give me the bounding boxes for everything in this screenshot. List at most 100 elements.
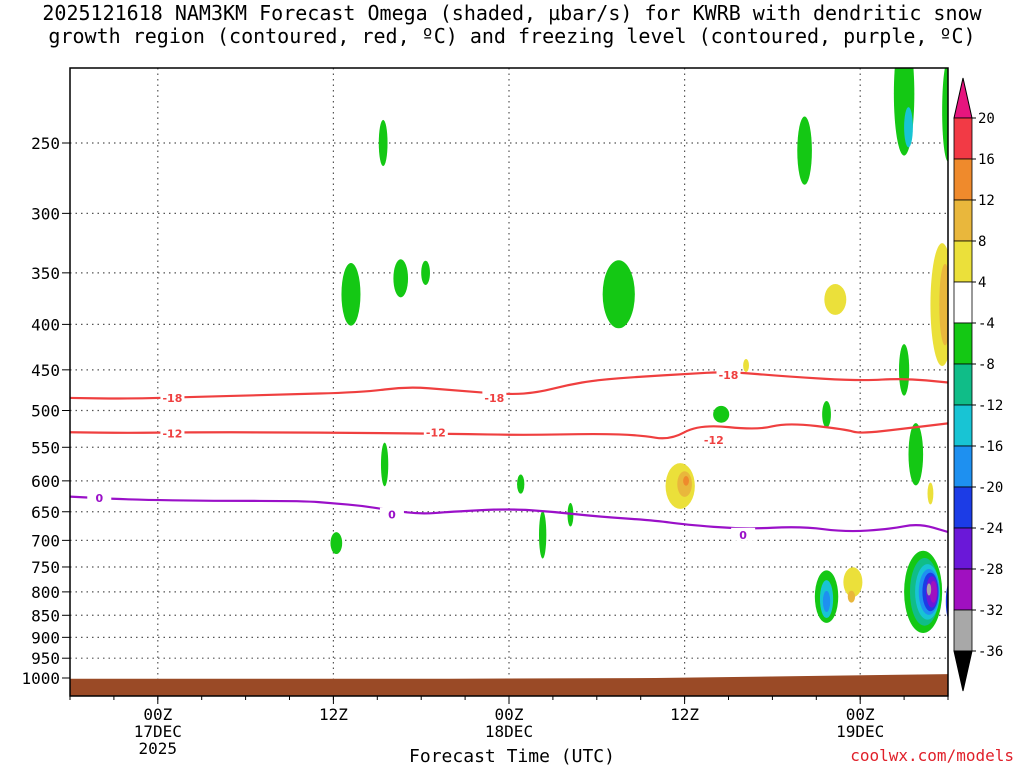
colorbar-label-11: -28 xyxy=(978,562,1003,578)
contour-label-bg-1-1 xyxy=(423,425,448,439)
contour-label-bg-2-2 xyxy=(731,527,756,541)
colorbar-label-0: 20 xyxy=(978,111,995,127)
contour-label-bg-0-1 xyxy=(482,390,507,404)
colorbar-label-12: -32 xyxy=(978,603,1003,619)
contour-1 xyxy=(70,422,948,440)
omega-cell-9 xyxy=(824,284,847,315)
x-tick-label-4-1: 19DEC xyxy=(836,722,884,741)
y-tick-label-900: 900 xyxy=(31,628,60,647)
ground-fill xyxy=(70,674,948,696)
colorbar-label-3: 8 xyxy=(978,234,986,250)
x-axis-label: Forecast Time (UTC) xyxy=(409,746,615,767)
colorbar-band-11 xyxy=(953,568,973,611)
omega-cell-12 xyxy=(713,405,730,423)
colorbar-band-10 xyxy=(953,527,973,570)
colorbar-band-8 xyxy=(953,445,973,488)
colorbar: 20 16 12 8 4 -4 -8 -12 -16 -20 -24 -28 -32 -36 xyxy=(953,77,1003,692)
x-tick-label-2-0: 00Z xyxy=(495,705,524,724)
y-tick-label-750: 750 xyxy=(31,558,60,577)
contour-label-2-1: 0 xyxy=(388,509,396,522)
contour-label-0-2: -18 xyxy=(719,369,739,382)
y-tick-label-1000: 1000 xyxy=(21,669,60,688)
y-tick-label-600: 600 xyxy=(31,472,60,491)
y-tick-label-400: 400 xyxy=(31,315,60,334)
colorbar-label-7: -12 xyxy=(978,398,1003,414)
colorbar-label-6: -8 xyxy=(978,357,995,373)
omega-cell-16 xyxy=(538,510,547,559)
colorbar-band-7 xyxy=(953,404,973,447)
colorbar-band-2 xyxy=(953,199,973,242)
x-tick-label-2-1: 18DEC xyxy=(485,722,533,741)
contour-label-bg-0-2 xyxy=(716,367,741,381)
x-tick-label-3-0: 12Z xyxy=(670,705,699,724)
colorbar-label-2: 12 xyxy=(978,193,995,209)
contour-label-1-2: -12 xyxy=(704,434,724,447)
colorbar-band-4 xyxy=(953,281,973,324)
colorbar-band-6 xyxy=(953,363,973,406)
title-line-1: 2025121618 NAM3KM Forecast Omega (shaded… xyxy=(42,1,982,25)
omega-cell-7 xyxy=(904,107,913,148)
colorbar-band-9 xyxy=(953,486,973,529)
colorbar-band-5 xyxy=(953,322,973,365)
y-tick-label-800: 800 xyxy=(31,583,60,602)
omega-cell-3 xyxy=(421,260,430,285)
contour-lines: -18 -18 -18 -12 -12 -12 0 0 0 xyxy=(70,367,948,542)
contour-label-1-1: -12 xyxy=(426,426,446,439)
omega-cell-2 xyxy=(393,259,409,298)
omega-cell-37 xyxy=(929,581,938,603)
colorbar-label-13: -36 xyxy=(978,644,1003,660)
contour-label-bg-1-2 xyxy=(701,433,726,447)
x-tick-label-1-0: 12Z xyxy=(319,705,348,724)
y-tick-label-650: 650 xyxy=(31,503,60,522)
x-tick-label-4-0: 00Z xyxy=(846,705,875,724)
y-tick-label-350: 350 xyxy=(31,264,60,283)
omega-cell-14 xyxy=(517,474,525,494)
credit-text: coolwx.com/models xyxy=(850,746,1014,765)
ground-layer xyxy=(70,674,948,696)
title-line-2: growth region (contoured, red, ºC) and f… xyxy=(48,24,976,48)
y-tick-label-700: 700 xyxy=(31,531,60,550)
colorbar-band-1 xyxy=(953,158,973,201)
colorbar-label-9: -20 xyxy=(978,480,1003,496)
contour-label-bg-1-0 xyxy=(160,426,185,440)
y-tick-label-850: 850 xyxy=(31,606,60,625)
omega-cell-1 xyxy=(341,262,361,326)
x-tick-label-0-0: 00Z xyxy=(143,705,172,724)
contour-label-bg-2-1 xyxy=(379,507,404,521)
omega-cell-10 xyxy=(743,359,749,373)
omega-cell-21 xyxy=(843,567,863,597)
y-tick-label-950: 950 xyxy=(31,649,60,668)
omega-cell-30 xyxy=(908,423,924,486)
contour-label-0-1: -18 xyxy=(484,392,504,405)
grid-lines xyxy=(70,68,948,696)
y-tick-label-300: 300 xyxy=(31,204,60,223)
colorbar-label-1: 16 xyxy=(978,152,995,168)
colorbar-band-12 xyxy=(953,609,973,652)
omega-cell-15 xyxy=(330,532,343,555)
colorbar-band-0 xyxy=(953,117,973,160)
colorbar-label-10: -24 xyxy=(978,521,1003,537)
contour-label-bg-2-0 xyxy=(87,490,112,504)
omega-cell-0 xyxy=(378,119,388,167)
contour-0 xyxy=(70,371,948,400)
y-tick-label-250: 250 xyxy=(31,134,60,153)
y-tick-label-550: 550 xyxy=(31,438,60,457)
contour-2 xyxy=(70,495,948,534)
omega-cell-23 xyxy=(927,482,934,505)
omega-shading xyxy=(330,68,948,634)
omega-cell-11 xyxy=(822,400,831,428)
colorbar-bottom-arrow xyxy=(953,650,973,692)
omega-cell-28 xyxy=(822,590,831,613)
omega-cell-25 xyxy=(939,263,948,346)
colorbar-band-3 xyxy=(953,240,973,283)
colorbar-label-5: -4 xyxy=(978,316,995,332)
omega-cell-29 xyxy=(898,344,910,396)
y-tick-label-500: 500 xyxy=(31,402,60,421)
colorbar-label-4: 4 xyxy=(978,275,986,291)
omega-cell-20 xyxy=(683,476,689,486)
contour-label-1-0: -12 xyxy=(162,428,182,441)
contour-label-bg-0-0 xyxy=(160,390,185,404)
omega-cell-5 xyxy=(797,116,812,185)
